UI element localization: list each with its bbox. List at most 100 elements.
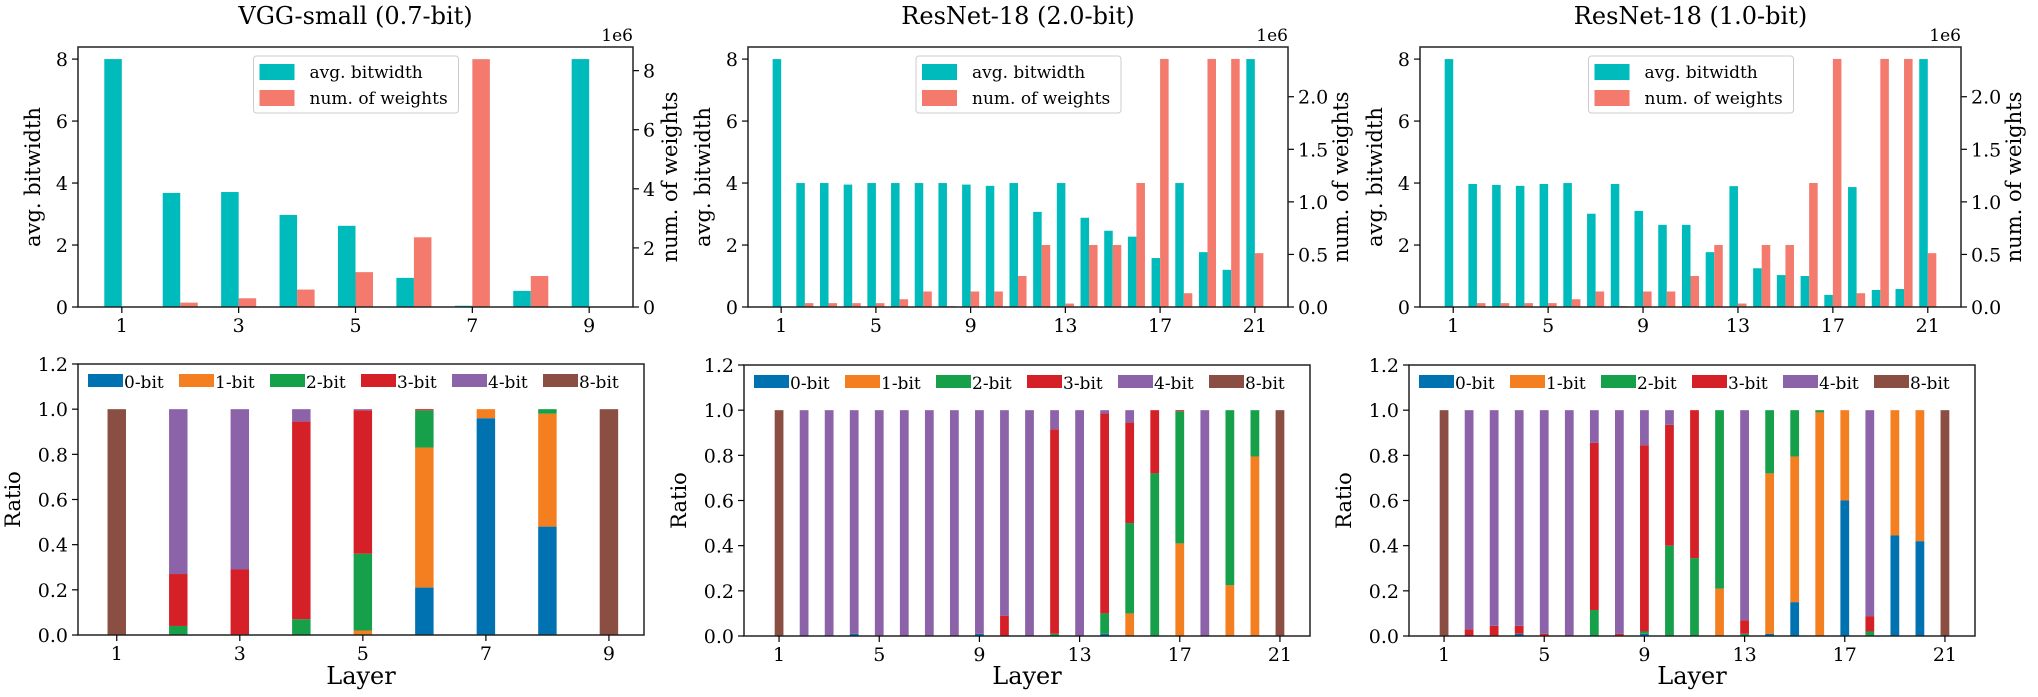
bar-num-weights [1809, 182, 1818, 307]
x-tick-label: 3 [233, 315, 245, 337]
bar-avg-bitwidth [1056, 183, 1066, 307]
bar-avg-bitwidth [221, 192, 239, 307]
subplot-title: ResNet-18 (1.0-bit) [1574, 2, 1807, 30]
y2-tick-label: 1.0 [1971, 192, 2001, 214]
bar-segment-4-bit [1464, 410, 1474, 630]
y-axis-label: Ratio [1, 471, 25, 528]
axes-frame [1419, 46, 1962, 308]
bar-segment-1-bit [1765, 473, 1775, 634]
y-tick-label: 4 [1398, 173, 1410, 195]
bar-segment-1-bit [1815, 412, 1825, 636]
y2-tick-label: 2 [643, 238, 655, 260]
legend-swatch-2-bit [936, 375, 971, 388]
y-tick-label: 8 [726, 49, 738, 71]
bar-num-weights [804, 303, 814, 307]
bar-avg-bitwidth [1634, 210, 1644, 307]
y-tick-label: 0.6 [704, 491, 734, 513]
bar-avg-bitwidth [1610, 183, 1620, 307]
bar-avg-bitwidth [1151, 258, 1161, 307]
subplot-5: 0-bit 1-bit 2-bit 3-bit 4-bit 8-bit Layer 0.0 0.… [1332, 355, 1976, 690]
y-tick-label: 2 [1398, 235, 1410, 257]
y2-offset-text: 1e6 [1929, 26, 1961, 46]
bar-num-weights [994, 291, 1003, 307]
bar-segment-4-bit [849, 410, 859, 634]
bar-num-weights [530, 276, 549, 307]
bar-segment-3-bit [1125, 422, 1135, 524]
bar-segment-3-bit [1100, 413, 1110, 614]
y-tick-label: 0 [56, 297, 68, 319]
x-axis-label: Layer [326, 662, 396, 690]
subplot-title: VGG-small (0.7-bit) [237, 2, 472, 30]
bar-segment-0-bit [1915, 541, 1925, 636]
bar-num-weights [1160, 58, 1169, 308]
bar-segment-4-bit [1125, 410, 1135, 423]
bar-avg-bitwidth [1009, 183, 1018, 307]
x-tick-label: 5 [357, 643, 369, 665]
legend-swatch-avg-bitwidth [922, 64, 957, 80]
x-tick-label: 21 [1933, 644, 1957, 666]
y-tick-label: 1.2 [704, 355, 734, 377]
bar-num-weights [472, 59, 490, 308]
bar-segment-4-bit [799, 410, 809, 636]
bar-avg-bitwidth [891, 183, 900, 307]
bar-segment-8-bit [1275, 410, 1285, 636]
bar-segment-3-bit [230, 569, 250, 635]
bar-segment-2-bit [353, 553, 373, 631]
y-tick-label: 2 [56, 235, 68, 257]
y-tick-label: 0.8 [1369, 445, 1399, 467]
y-tick-label: 0.0 [1369, 626, 1399, 648]
bar-num-weights [1207, 58, 1216, 308]
y-tick-label: 2 [726, 235, 738, 257]
bar-segment-4-bit [230, 409, 250, 570]
bar-avg-bitwidth [1246, 59, 1255, 307]
y2-offset-text: 1e6 [601, 26, 633, 46]
bar-segment-3-bit [1489, 625, 1499, 636]
bar-segment-2-bit [1225, 410, 1235, 586]
bar-segment-2-bit [1050, 633, 1059, 636]
bar-segment-0-bit [1514, 633, 1524, 636]
bar-avg-bitwidth [867, 183, 876, 307]
x-tick-label: 13 [1726, 315, 1750, 337]
bar-segment-4-bit [1489, 410, 1499, 626]
bar-num-weights [1136, 182, 1145, 307]
x-tick-label: 13 [1067, 644, 1091, 666]
legend-swatch-1-bit [845, 375, 880, 388]
bar-segment-8-bit [107, 409, 126, 635]
bar-segment-1-bit [1250, 456, 1260, 636]
x-tick-label: 1 [775, 315, 787, 337]
legend-swatch-0-bit [1419, 375, 1454, 388]
bar-avg-bitwidth [985, 185, 995, 307]
legend-box [915, 55, 1122, 114]
bar-num-weights [413, 237, 432, 307]
y-tick-label: 6 [56, 111, 68, 133]
bar-segment-1-bit [1715, 588, 1724, 636]
bar-num-weights [1065, 303, 1074, 307]
x-tick-label: 9 [583, 315, 595, 337]
y-tick-label: 8 [1398, 49, 1410, 71]
y-tick-label: 1.2 [1369, 355, 1399, 377]
bar-avg-bitwidth [1515, 185, 1525, 307]
x-tick-label: 17 [1821, 315, 1845, 337]
bar-avg-bitwidth [1222, 269, 1232, 307]
bar-num-weights [1231, 58, 1240, 308]
bar-num-weights [1595, 291, 1605, 307]
legend-label: 1-bit [1546, 374, 1586, 394]
bar-segment-3-bit [1640, 445, 1649, 632]
bar-num-weights [1737, 303, 1747, 307]
x-tick-label: 17 [1833, 644, 1857, 666]
x-tick-label: 7 [466, 315, 478, 337]
y-tick-label: 0.0 [704, 626, 734, 648]
bar-avg-bitwidth [396, 277, 414, 307]
y2-tick-label: 1.5 [1971, 139, 2001, 161]
y-tick-label: 4 [726, 173, 738, 195]
bar-segment-4-bit [1665, 410, 1674, 425]
bar-avg-bitwidth [1444, 59, 1454, 307]
y-tick-label: 6 [1398, 111, 1410, 133]
bar-avg-bitwidth [1539, 183, 1549, 307]
legend-swatch-1-bit [1510, 375, 1545, 388]
bar-avg-bitwidth [796, 183, 805, 307]
legend-swatch-1-bit [179, 374, 214, 387]
bar-num-weights [355, 272, 374, 307]
bar-num-weights [297, 289, 315, 307]
bar-num-weights [1018, 275, 1027, 307]
